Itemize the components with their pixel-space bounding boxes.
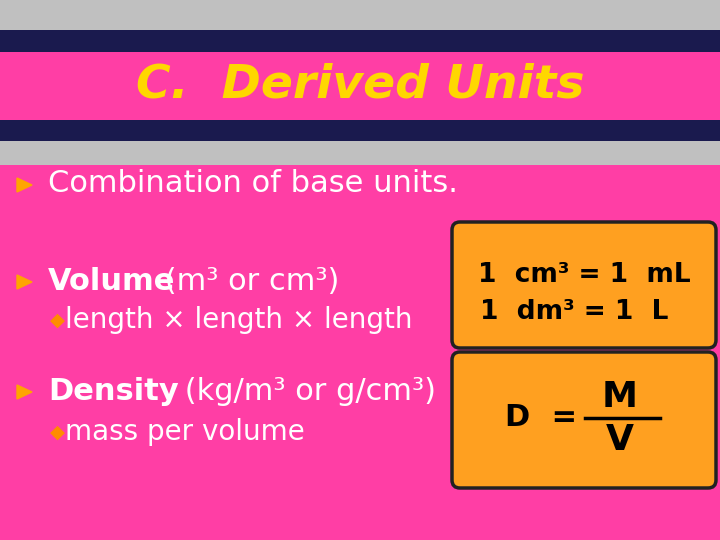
- Text: Density: Density: [48, 377, 179, 407]
- Text: D  =: D =: [505, 403, 577, 433]
- FancyBboxPatch shape: [0, 0, 720, 30]
- FancyBboxPatch shape: [452, 352, 716, 488]
- Polygon shape: [17, 178, 32, 192]
- FancyBboxPatch shape: [0, 52, 720, 120]
- Text: C.  Derived Units: C. Derived Units: [136, 63, 584, 107]
- Polygon shape: [17, 385, 32, 399]
- Text: V: V: [606, 423, 634, 457]
- FancyBboxPatch shape: [0, 141, 720, 165]
- Text: Volume: Volume: [48, 267, 176, 296]
- FancyBboxPatch shape: [0, 30, 720, 52]
- Text: M: M: [602, 380, 638, 414]
- Text: (kg/m³ or g/cm³): (kg/m³ or g/cm³): [175, 377, 436, 407]
- Text: length × length × length: length × length × length: [65, 306, 413, 334]
- Text: 1  dm³ = 1  L: 1 dm³ = 1 L: [480, 299, 668, 325]
- Text: ◆: ◆: [50, 422, 65, 442]
- FancyBboxPatch shape: [452, 222, 716, 348]
- Text: mass per volume: mass per volume: [65, 418, 305, 446]
- Text: (m³ or cm³): (m³ or cm³): [155, 267, 339, 296]
- Text: 1  cm³ = 1  mL: 1 cm³ = 1 mL: [477, 262, 690, 288]
- Text: Combination of base units.: Combination of base units.: [48, 170, 458, 199]
- FancyBboxPatch shape: [0, 120, 720, 142]
- Polygon shape: [17, 275, 32, 289]
- Text: ◆: ◆: [50, 310, 65, 329]
